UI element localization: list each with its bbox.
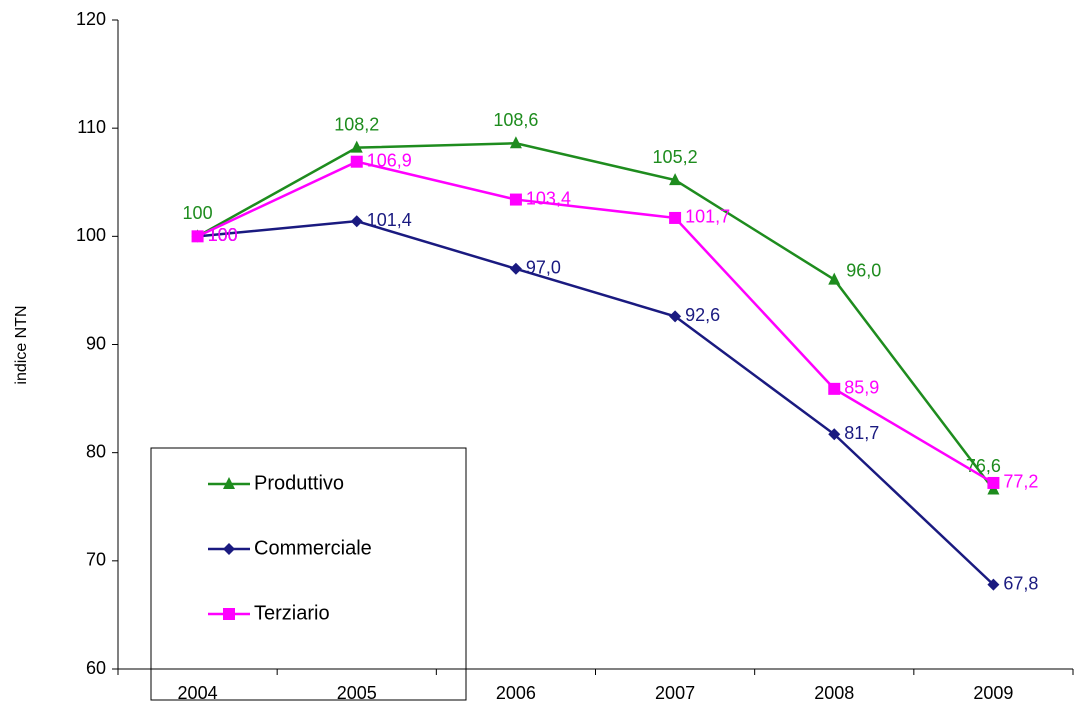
marker <box>828 382 841 395</box>
marker <box>350 140 363 153</box>
x-tick-label: 2006 <box>496 683 536 703</box>
data-label: 76,6 <box>966 456 1001 476</box>
y-tick-label: 100 <box>76 225 106 245</box>
data-label: 100 <box>208 225 238 245</box>
x-tick-label: 2007 <box>655 683 695 703</box>
y-axis-title: indice NTN <box>13 305 30 384</box>
marker <box>223 608 235 620</box>
data-label: 108,2 <box>334 114 379 134</box>
marker <box>223 477 235 489</box>
legend-box <box>150 447 467 701</box>
data-label: 100 <box>208 225 238 245</box>
legend-label: Produttivo <box>254 472 344 494</box>
y-tick-label: 110 <box>77 117 106 137</box>
marker <box>350 155 363 168</box>
series-line <box>197 219 995 586</box>
series-line <box>196 142 995 491</box>
data-label: 97,0 <box>526 258 561 278</box>
data-label: 103,4 <box>526 188 571 208</box>
y-tick-label: 60 <box>86 658 106 678</box>
data-label: 101,4 <box>367 210 412 230</box>
data-label: 77,2 <box>1003 472 1038 492</box>
marker <box>509 262 522 275</box>
marker <box>509 193 522 206</box>
data-label: 100 <box>183 203 213 223</box>
marker <box>509 136 522 149</box>
x-tick-label: 2008 <box>814 683 854 703</box>
data-label: 101,7 <box>685 207 730 227</box>
data-label: 96,0 <box>846 260 881 280</box>
marker <box>987 476 1000 489</box>
data-label: 105,2 <box>653 147 698 167</box>
data-label: 67,8 <box>1003 573 1038 593</box>
marker <box>669 211 682 224</box>
marker <box>669 310 682 323</box>
data-label: 92,6 <box>685 305 720 325</box>
series-line <box>197 160 995 485</box>
data-label: 108,6 <box>493 110 538 130</box>
marker <box>669 173 682 186</box>
x-tick-label: 2009 <box>973 683 1013 703</box>
y-tick-label: 120 <box>76 9 106 29</box>
x-tick-label: 2005 <box>337 683 377 703</box>
x-tick-label: 2004 <box>178 683 218 703</box>
marker <box>191 230 204 243</box>
y-tick-label: 80 <box>86 441 106 461</box>
data-label: 81,7 <box>844 423 879 443</box>
marker <box>987 578 1000 591</box>
legend-label: Commerciale <box>254 537 372 559</box>
marker <box>223 543 235 555</box>
data-label: 85,9 <box>844 378 879 398</box>
legend-label: Terziario <box>254 602 330 624</box>
marker <box>828 428 841 441</box>
y-tick-label: 90 <box>86 333 106 353</box>
data-label: 106,9 <box>367 150 412 170</box>
marker <box>828 272 841 285</box>
marker <box>350 215 363 228</box>
y-tick-label: 70 <box>86 550 106 570</box>
